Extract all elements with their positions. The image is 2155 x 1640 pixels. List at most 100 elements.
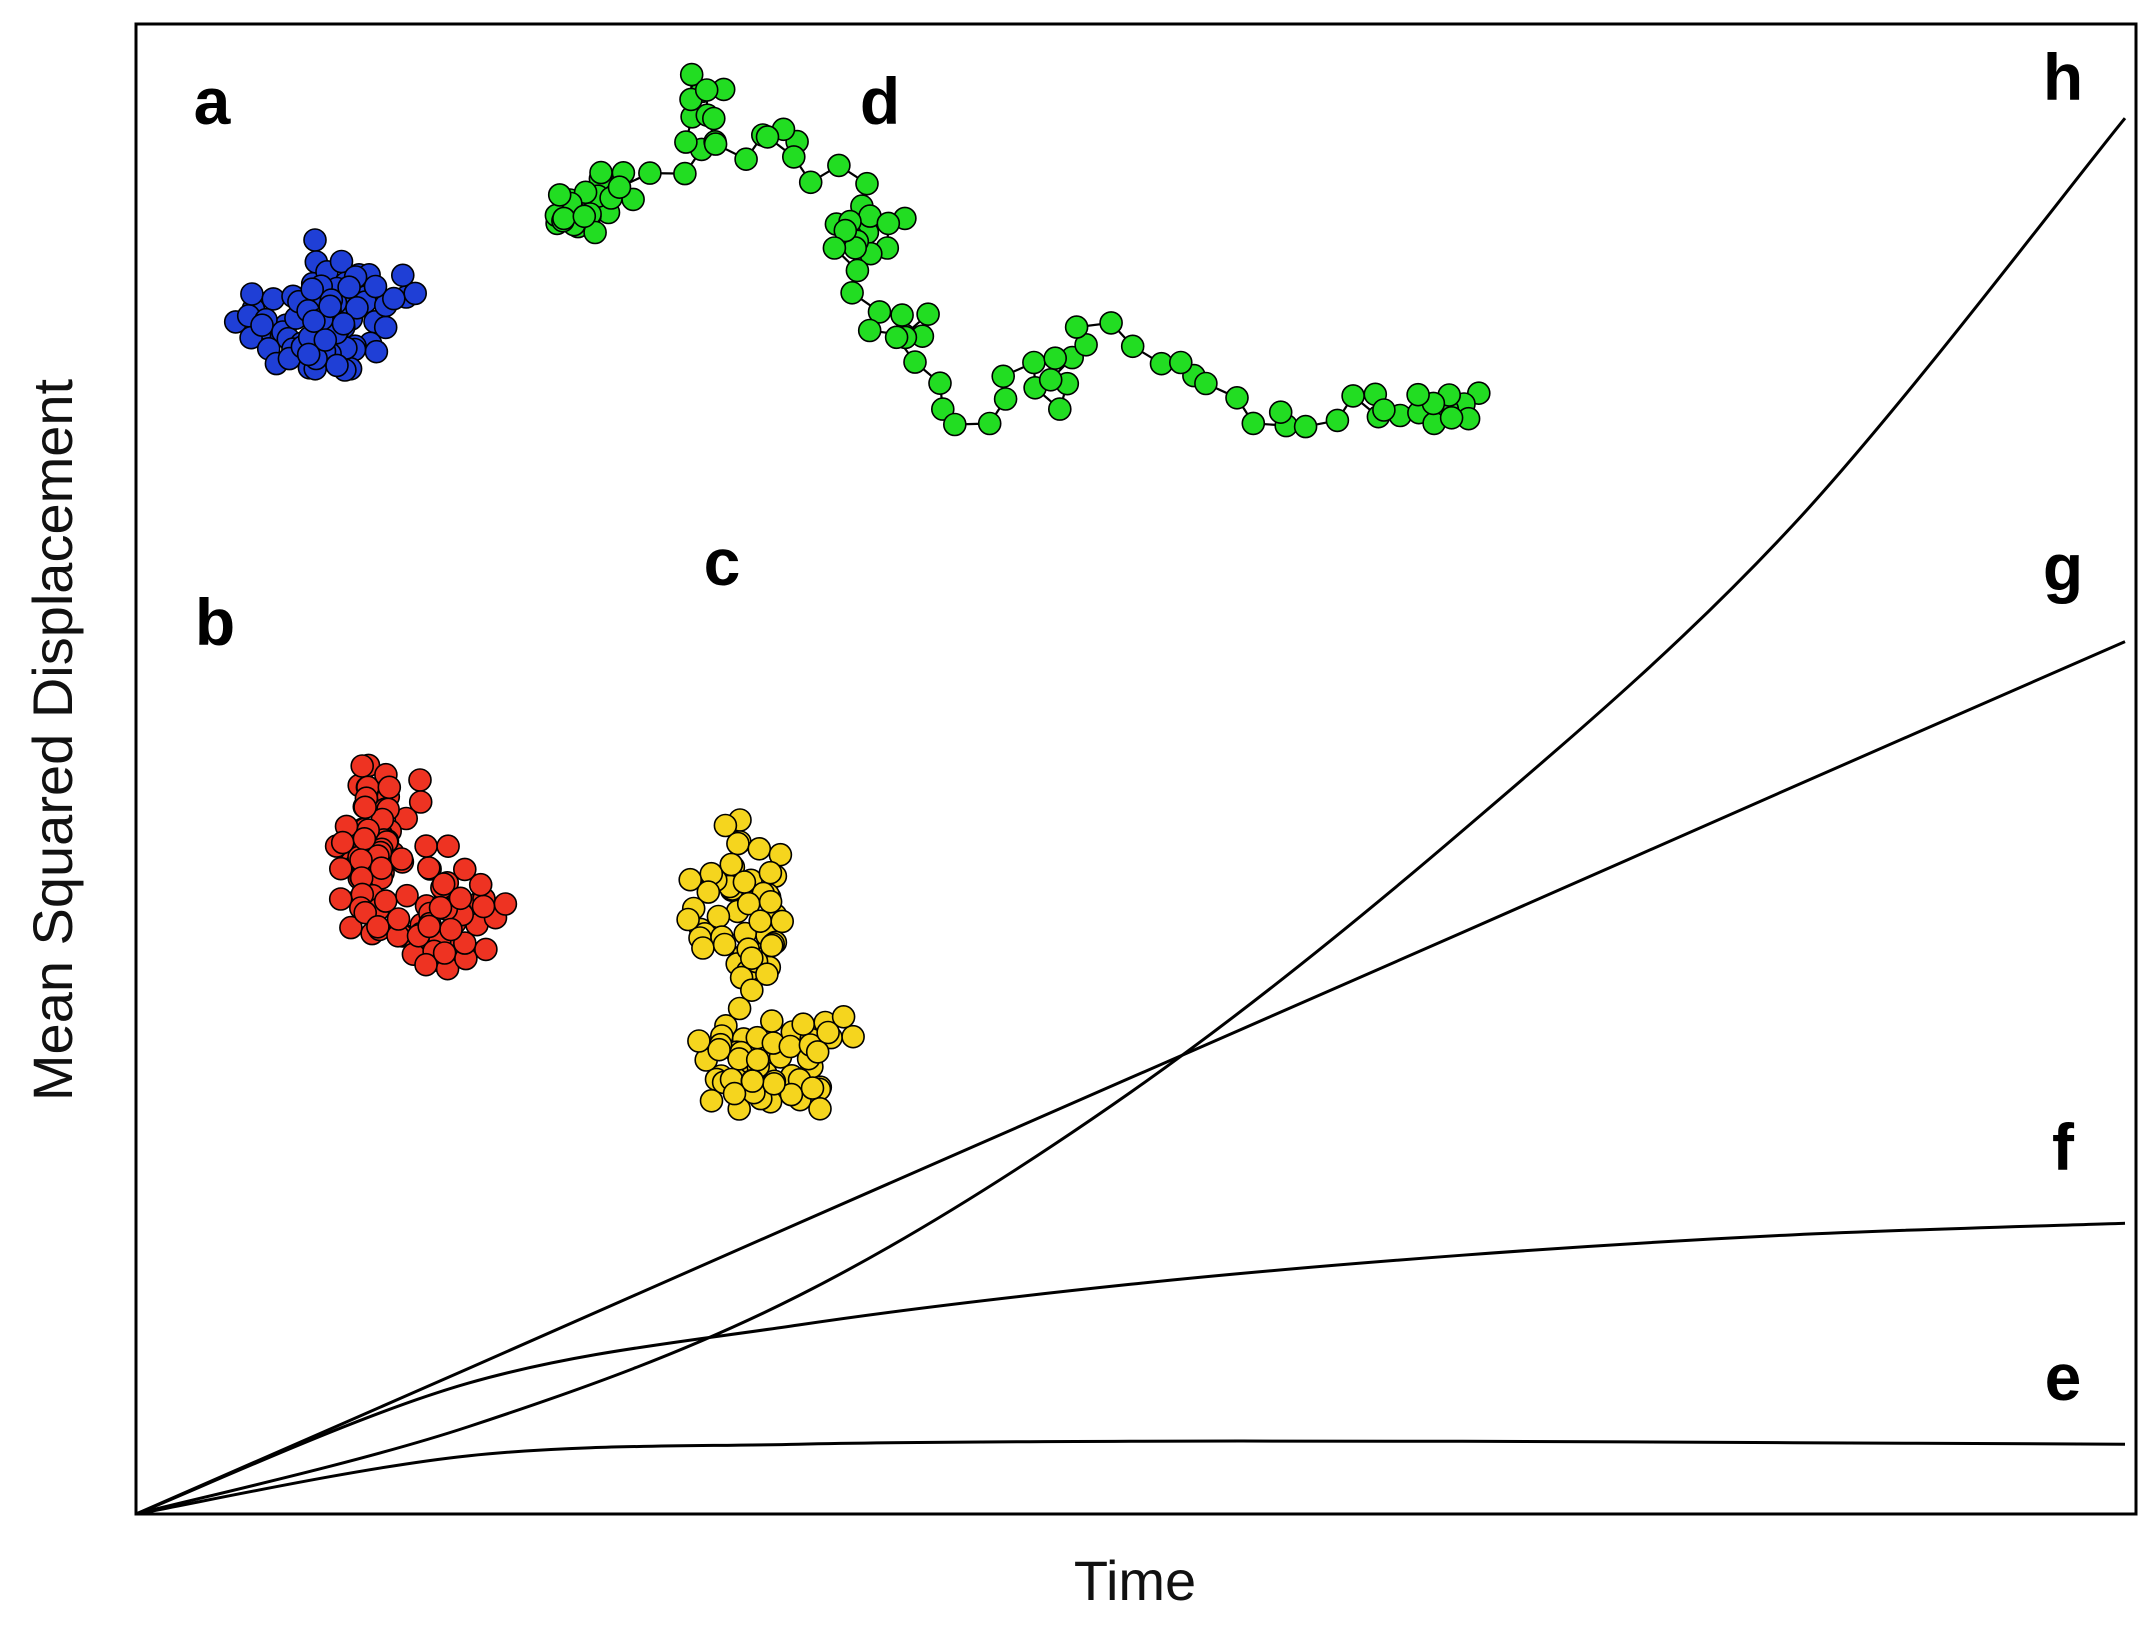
trajectory-point-b — [353, 795, 377, 820]
trajectory-point-c — [748, 909, 773, 934]
trajectory-a: a — [194, 64, 428, 382]
trajectory-point-d — [1341, 384, 1365, 408]
trajectory-point-c — [805, 1040, 830, 1064]
trajectory-point-c — [779, 1082, 804, 1107]
trajectory-point-c — [778, 1034, 803, 1059]
trajectory-point-d — [840, 280, 864, 305]
trajectory-point-b — [468, 872, 493, 897]
trajectory-point-d — [1372, 398, 1396, 422]
trajectory-point-a — [296, 342, 321, 367]
trajectory-point-d — [845, 258, 870, 283]
trajectory-point-d — [1022, 350, 1046, 375]
trajectory-point-d — [977, 411, 1002, 436]
trajectory-point-c — [800, 1076, 825, 1100]
trajectory-point-b — [408, 768, 432, 792]
trajectory-point-c — [722, 1081, 747, 1106]
trajectory-point-b — [408, 790, 433, 814]
trajectory-point-b — [448, 886, 473, 911]
trajectory-point-a — [303, 228, 327, 252]
trajectory-point-a — [373, 315, 398, 340]
trajectory-point-c — [831, 1004, 856, 1029]
trajectory-b: b — [195, 585, 518, 981]
msd-curves: e f g h — [135, 40, 2127, 1516]
trajectory-point-d — [607, 175, 632, 199]
trajectory-point-a — [364, 339, 389, 364]
trajectory-point-c — [739, 978, 764, 1003]
trajectory-point-b — [339, 915, 363, 940]
trajectory-point-c — [841, 1024, 865, 1049]
trajectory-point-c — [759, 1009, 784, 1033]
trajectory-point-d — [547, 183, 572, 207]
trajectory-point-b — [474, 937, 498, 962]
trajectory-point-d — [798, 170, 823, 195]
trajectory-point-c — [696, 880, 721, 904]
curve-label-h: h — [2043, 40, 2083, 114]
trajectory-point-d — [1241, 411, 1266, 436]
trajectory-point-a — [363, 274, 388, 299]
trajectory-point-d — [673, 161, 697, 186]
trajectory-point-d — [1268, 400, 1293, 425]
trajectory-point-d — [552, 206, 576, 231]
trajectory-point-a — [345, 295, 369, 320]
trajectory-point-c — [816, 1020, 840, 1045]
trajectory-point-b — [416, 856, 441, 880]
trajectory-point-b — [373, 889, 398, 913]
trajectory-point-b — [330, 830, 355, 855]
trajectory-c: c — [676, 525, 865, 1121]
trajectory-point-d — [916, 302, 940, 327]
trajectory-point-d — [572, 204, 597, 229]
trajectory-point-d — [993, 387, 1018, 411]
trajectory-point-a — [390, 263, 415, 288]
trajectory-point-c — [699, 1089, 724, 1113]
trajectory-point-a — [250, 313, 274, 338]
trajectory-point-b — [436, 834, 460, 859]
msd-curve-e — [135, 1439, 2126, 1516]
trajectory-point-d — [884, 325, 909, 350]
trajectory-point-d — [1169, 350, 1193, 375]
trajectory-point-d — [890, 303, 914, 327]
curve-label-g: g — [2043, 530, 2083, 604]
trajectory-point-d — [1064, 315, 1089, 339]
trajectory-point-d — [1120, 334, 1145, 359]
trajectory-label-c: c — [704, 525, 741, 599]
trajectory-point-a — [403, 281, 428, 306]
trajectory-point-c — [727, 996, 752, 1021]
trajectory-point-d — [822, 236, 847, 260]
trajectory-point-d — [703, 132, 728, 156]
trajectory-point-d — [1325, 408, 1350, 433]
trajectory-insets: a b c d — [194, 62, 1491, 1121]
trajectory-point-b — [493, 892, 518, 916]
x-axis-title: Time — [1074, 1549, 1196, 1612]
trajectory-point-b — [452, 857, 477, 882]
trajectory-point-b — [417, 914, 442, 939]
trajectory-point-a — [325, 353, 349, 378]
trajectory-point-b — [414, 952, 438, 977]
trajectory-point-c — [678, 867, 703, 892]
trajectory-point-b — [395, 883, 419, 908]
trajectory-point-d — [781, 145, 806, 169]
trajectory-point-b — [328, 887, 353, 911]
trajectory-label-b: b — [195, 585, 235, 659]
trajectory-point-d — [833, 218, 858, 243]
trajectory-point-d — [589, 160, 613, 185]
msd-curve-h — [135, 117, 2127, 1516]
trajectory-point-a — [331, 311, 356, 336]
trajectory-point-a — [318, 294, 342, 319]
trajectory-point-d — [1043, 346, 1067, 371]
trajectory-point-c — [745, 1047, 770, 1072]
trajectory-point-a — [381, 286, 406, 311]
trajectory-point-c — [691, 936, 715, 960]
trajectory-point-d — [991, 364, 1016, 389]
trajectory-point-c — [726, 831, 750, 856]
trajectory-point-d — [1225, 385, 1249, 410]
trajectory-point-d — [701, 106, 726, 131]
trajectory-point-d — [1293, 414, 1318, 439]
trajectory-label-a: a — [194, 64, 232, 138]
trajectory-point-b — [366, 914, 390, 939]
trajectory-point-c — [747, 836, 772, 861]
trajectory-point-a — [302, 309, 326, 334]
trajectory-point-c — [739, 946, 764, 971]
trajectory-point-d — [1038, 367, 1063, 392]
curve-label-e: e — [2045, 1340, 2082, 1414]
